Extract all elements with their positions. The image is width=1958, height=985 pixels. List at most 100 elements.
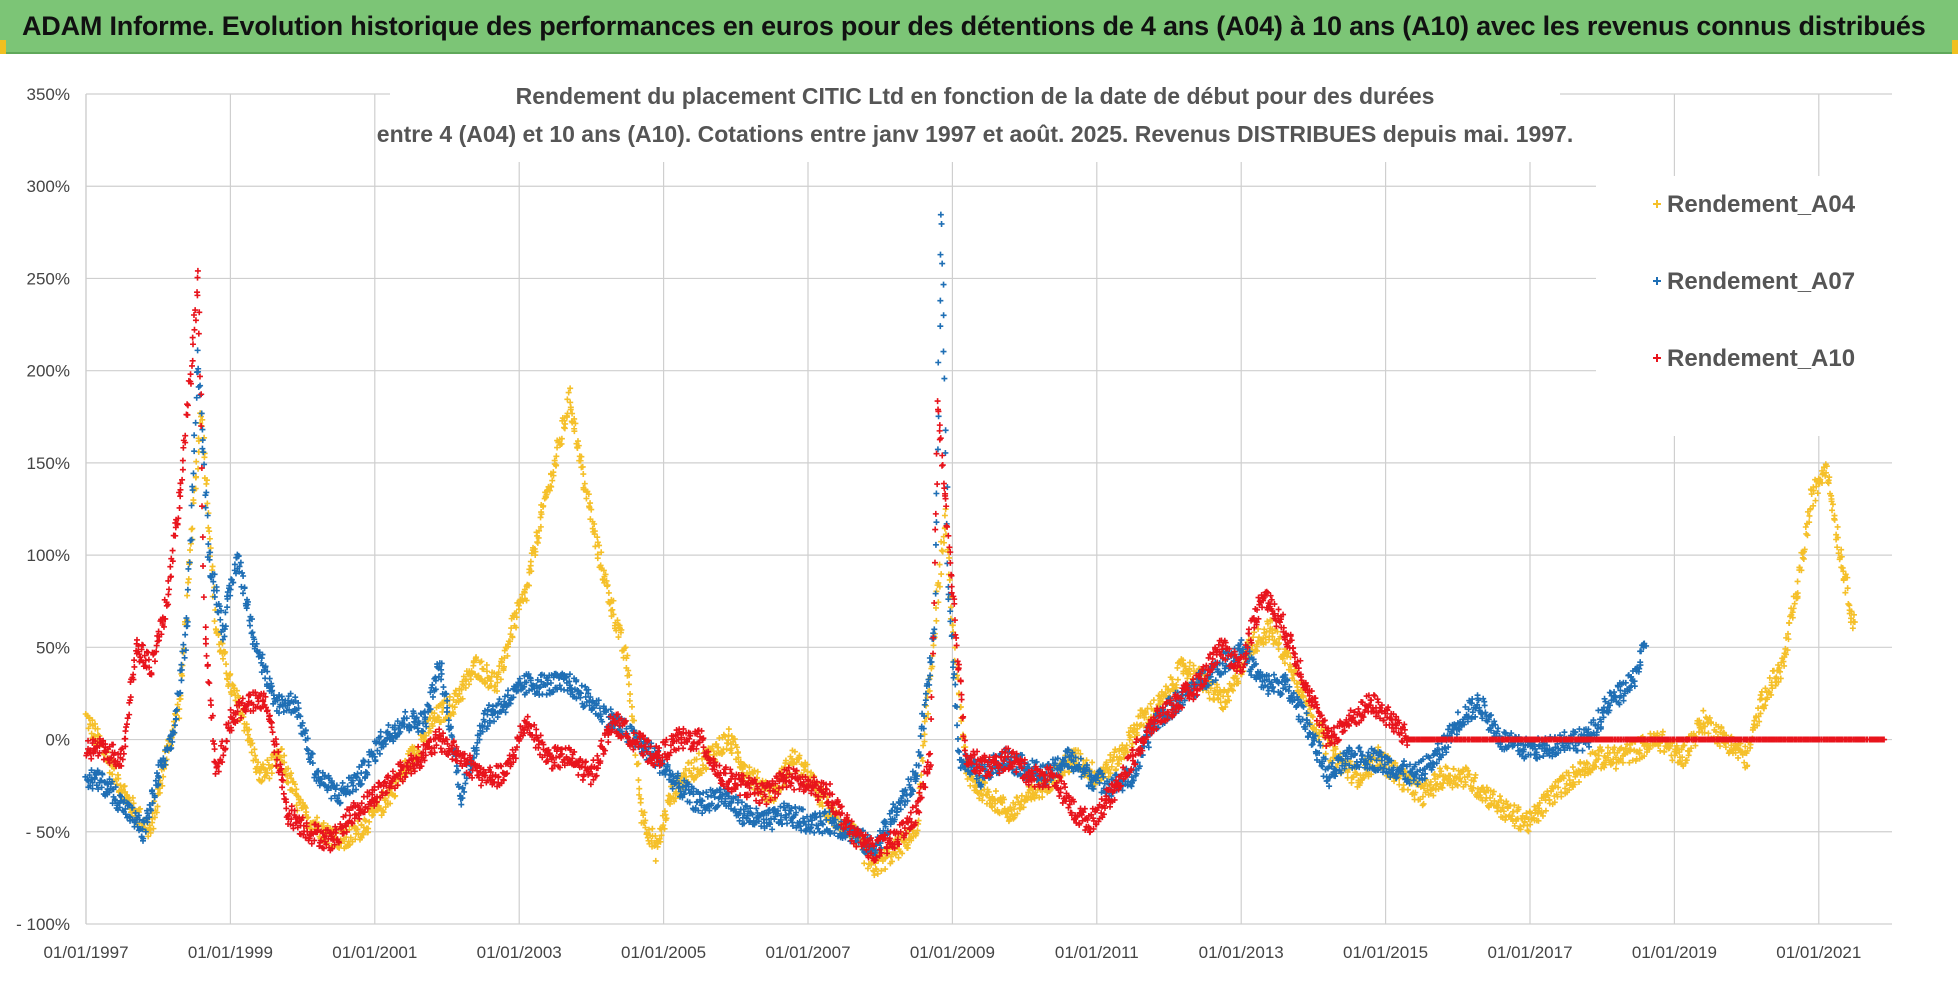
point <box>361 775 368 782</box>
point <box>221 633 228 640</box>
point <box>1814 490 1821 497</box>
point <box>626 672 633 679</box>
point <box>1622 745 1629 752</box>
point <box>162 757 169 764</box>
point <box>225 683 232 690</box>
point <box>1758 695 1765 702</box>
point <box>423 723 430 730</box>
point <box>624 652 631 659</box>
point <box>1438 768 1445 775</box>
point <box>594 555 601 562</box>
point <box>999 799 1006 806</box>
point <box>240 590 247 597</box>
point <box>579 463 586 470</box>
point <box>725 726 732 733</box>
point <box>1722 744 1729 751</box>
point <box>1773 674 1780 681</box>
point <box>505 687 512 694</box>
point <box>1462 779 1469 786</box>
point <box>1813 483 1820 490</box>
point <box>661 825 668 832</box>
point <box>550 469 557 476</box>
point <box>1214 684 1221 691</box>
point <box>1636 747 1643 754</box>
point <box>643 829 650 836</box>
point <box>1276 640 1283 647</box>
point <box>1487 787 1494 794</box>
point <box>1270 671 1277 678</box>
point <box>941 539 947 546</box>
point <box>82 773 89 780</box>
point <box>144 819 151 826</box>
point <box>137 805 144 812</box>
point <box>350 782 357 789</box>
point <box>1598 765 1605 772</box>
point <box>109 800 116 807</box>
point <box>1826 474 1833 481</box>
point <box>1705 730 1712 737</box>
point <box>602 571 609 578</box>
point <box>297 796 304 803</box>
point <box>1560 775 1567 782</box>
point <box>1757 692 1764 699</box>
point <box>191 448 198 455</box>
point <box>513 614 520 621</box>
point <box>394 718 401 725</box>
point <box>1322 750 1329 757</box>
point <box>1262 639 1269 646</box>
point <box>695 750 702 757</box>
point <box>180 641 187 648</box>
point <box>1571 781 1578 788</box>
point <box>1806 519 1813 526</box>
point <box>1546 796 1553 803</box>
corner-mark-left <box>0 40 6 54</box>
point <box>1113 766 1120 773</box>
point <box>1822 472 1829 479</box>
point <box>796 752 803 759</box>
point <box>1769 685 1776 692</box>
point <box>715 744 722 751</box>
point <box>1499 804 1506 811</box>
point <box>440 684 447 691</box>
point <box>1766 674 1773 681</box>
point <box>754 768 761 775</box>
point <box>635 760 642 767</box>
point <box>154 803 161 810</box>
point <box>811 829 818 836</box>
point <box>307 754 314 761</box>
point <box>913 830 920 837</box>
point <box>264 757 271 764</box>
point <box>428 684 435 691</box>
point <box>275 710 282 717</box>
point <box>1764 694 1771 701</box>
point <box>199 416 206 423</box>
point <box>1849 625 1856 632</box>
point <box>1010 815 1017 822</box>
point <box>1466 771 1473 778</box>
point <box>149 800 156 807</box>
point <box>1150 697 1157 704</box>
point <box>1789 614 1796 621</box>
point <box>1089 759 1096 766</box>
point <box>339 779 346 786</box>
point <box>378 812 385 819</box>
point <box>1798 567 1805 574</box>
point <box>569 410 576 417</box>
point <box>588 506 595 513</box>
point <box>609 606 616 613</box>
point <box>1205 689 1212 696</box>
point <box>1735 754 1742 761</box>
point <box>98 784 105 791</box>
point <box>1470 778 1477 785</box>
point <box>569 419 576 426</box>
point <box>940 312 947 319</box>
point <box>1447 772 1454 779</box>
point <box>501 647 508 654</box>
point <box>99 771 106 778</box>
point <box>179 648 186 655</box>
point <box>691 775 698 782</box>
point <box>139 826 146 833</box>
point <box>882 854 889 861</box>
point <box>1489 791 1496 798</box>
point <box>1472 771 1479 778</box>
